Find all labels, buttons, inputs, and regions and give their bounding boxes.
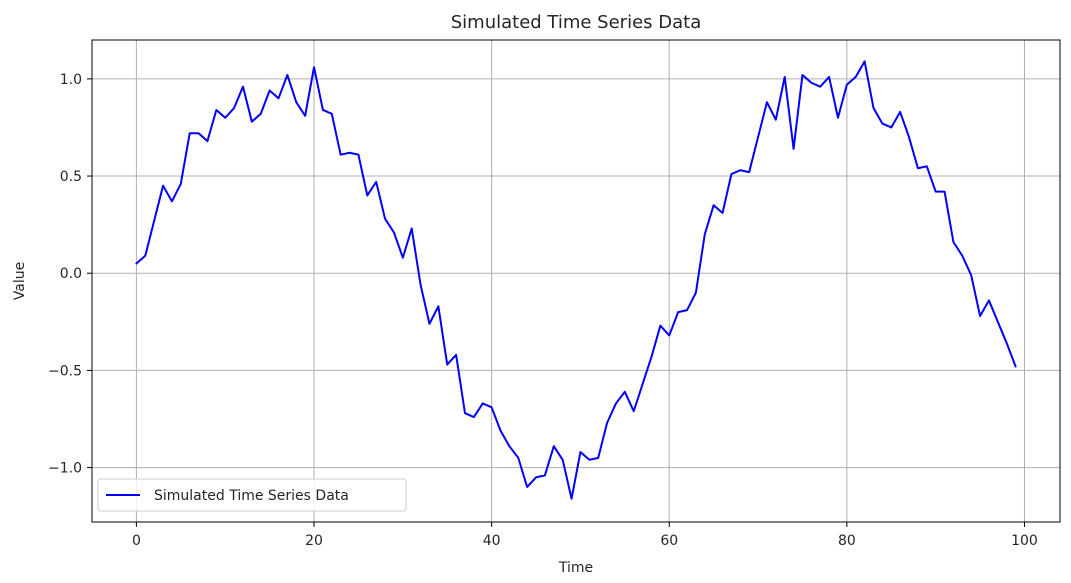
x-tick-label: 40: [483, 533, 501, 549]
series-layer: [135, 60, 1017, 500]
y-axis-ticks: −1.0 −0.5 0.0 0.5 1.0: [48, 72, 92, 477]
x-axis-label: Time: [558, 560, 593, 576]
y-tick-label: −1.0: [48, 461, 82, 477]
x-tick-label: 80: [838, 533, 856, 549]
legend: Simulated Time Series Data: [97, 478, 407, 512]
x-tick-label: 0: [132, 533, 141, 549]
plot-frame: [91, 39, 1061, 523]
y-tick-label: 1.0: [60, 72, 82, 88]
chart-title: Simulated Time Series Data: [451, 12, 702, 33]
y-tick-label: 0.0: [60, 266, 82, 282]
y-axis-label: Value: [12, 262, 28, 300]
legend-label: Simulated Time Series Data: [154, 488, 349, 504]
x-tick-label: 60: [660, 533, 678, 549]
x-tick-label: 20: [305, 533, 323, 549]
y-tick-label: 0.5: [60, 169, 82, 185]
grid-lines: [92, 40, 1060, 522]
legend-box: [97, 478, 407, 512]
y-tick-label: −0.5: [48, 363, 82, 379]
x-axis-ticks: 0 20 40 60 80 100: [132, 522, 1038, 549]
series-line: [135, 60, 1017, 500]
x-tick-label: 100: [1011, 533, 1038, 549]
